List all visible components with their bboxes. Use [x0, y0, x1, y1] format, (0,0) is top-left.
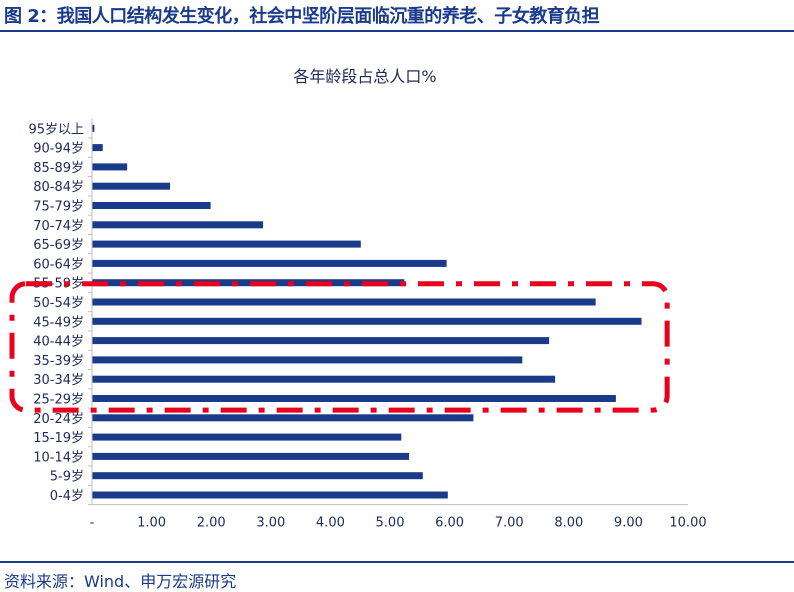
value-tick-label: 1.00 [137, 516, 166, 531]
highlight-box-group [9, 281, 670, 413]
figure-title: 图 2：我国人口结构发生变化，社会中坚阶层面临沉重的养老、子女教育负担 [4, 6, 600, 27]
category-axis-labels: 0-4岁 5-9岁 10-14岁 15-19岁 20-24岁 25-29岁 30-34岁 35… [28, 122, 84, 504]
category-label: 20-24岁 [33, 412, 84, 427]
value-tick-label: 7.00 [495, 516, 524, 531]
value-tick-label: - [90, 516, 95, 531]
bar-95岁以上 [92, 124, 95, 132]
category-label: 85-89岁 [33, 161, 84, 176]
bar-60-64岁 [92, 259, 447, 267]
value-tick-label: 6.00 [435, 516, 464, 531]
category-label: 0-4岁 [50, 489, 84, 504]
bar-85-89岁 [92, 163, 128, 171]
highlight-box [9, 281, 670, 413]
value-tick-label: 8.00 [554, 516, 583, 531]
bar-70-74岁 [92, 221, 264, 229]
bar-45-49岁 [92, 317, 642, 325]
bar-15-19岁 [92, 433, 402, 441]
category-label: 50-54岁 [33, 296, 84, 311]
category-label: 45-49岁 [33, 315, 84, 330]
category-label: 80-84岁 [33, 180, 84, 195]
category-label: 30-34岁 [33, 373, 84, 388]
bar-group [92, 124, 642, 499]
source-divider [0, 561, 794, 563]
title-divider [0, 30, 794, 32]
bar-40-44岁 [92, 337, 550, 345]
source-note: 资料来源：Wind、申万宏源研究 [4, 572, 237, 591]
category-label: 55-59岁 [33, 277, 84, 292]
category-label: 10-14岁 [33, 450, 84, 465]
value-tick-label: 10.00 [669, 516, 706, 531]
bar-65-69岁 [92, 240, 361, 248]
chart-title: 各年龄段占总人口% [293, 67, 436, 86]
bar-5-9岁 [92, 472, 423, 480]
bar-25-29岁 [92, 395, 616, 402]
category-label: 25-29岁 [33, 393, 84, 408]
category-label: 35-39岁 [33, 354, 84, 369]
population-bar-chart: 各年龄段占总人口% 0-4岁 5-9岁 10-14岁 15-19岁 20-24岁 25-2… [9, 67, 707, 531]
value-tick-label: 9.00 [614, 516, 643, 531]
value-tick-label: 2.00 [197, 516, 226, 531]
category-label: 90-94岁 [33, 142, 84, 157]
bar-30-34岁 [92, 375, 556, 383]
category-label: 65-69岁 [33, 238, 84, 253]
axes [88, 118, 688, 506]
category-label: 15-19岁 [33, 431, 84, 446]
category-label: 60-64岁 [33, 257, 84, 272]
bar-75-79岁 [92, 202, 211, 209]
category-label: 5-9岁 [50, 470, 84, 485]
bar-50-54岁 [92, 298, 596, 306]
bar-80-84岁 [92, 182, 171, 190]
bar-55-59岁 [92, 279, 405, 287]
bar-35-39岁 [92, 356, 523, 364]
category-label: 75-79岁 [33, 200, 84, 215]
bar-0-4岁 [92, 491, 448, 499]
bar-10-14岁 [92, 452, 410, 460]
value-tick-label: 5.00 [376, 516, 405, 531]
bar-20-24岁 [92, 414, 474, 422]
value-tick-label: 4.00 [316, 516, 345, 531]
category-label: 70-74岁 [33, 219, 84, 234]
category-label: 95岁以上 [28, 122, 84, 137]
value-axis-labels: - 1.00 2.00 3.00 4.00 5.00 6.00 7.00 8.00 9.00 10.… [90, 516, 707, 531]
category-label: 40-44岁 [33, 335, 84, 350]
bar-90-94岁 [92, 144, 103, 152]
value-tick-label: 3.00 [256, 516, 285, 531]
